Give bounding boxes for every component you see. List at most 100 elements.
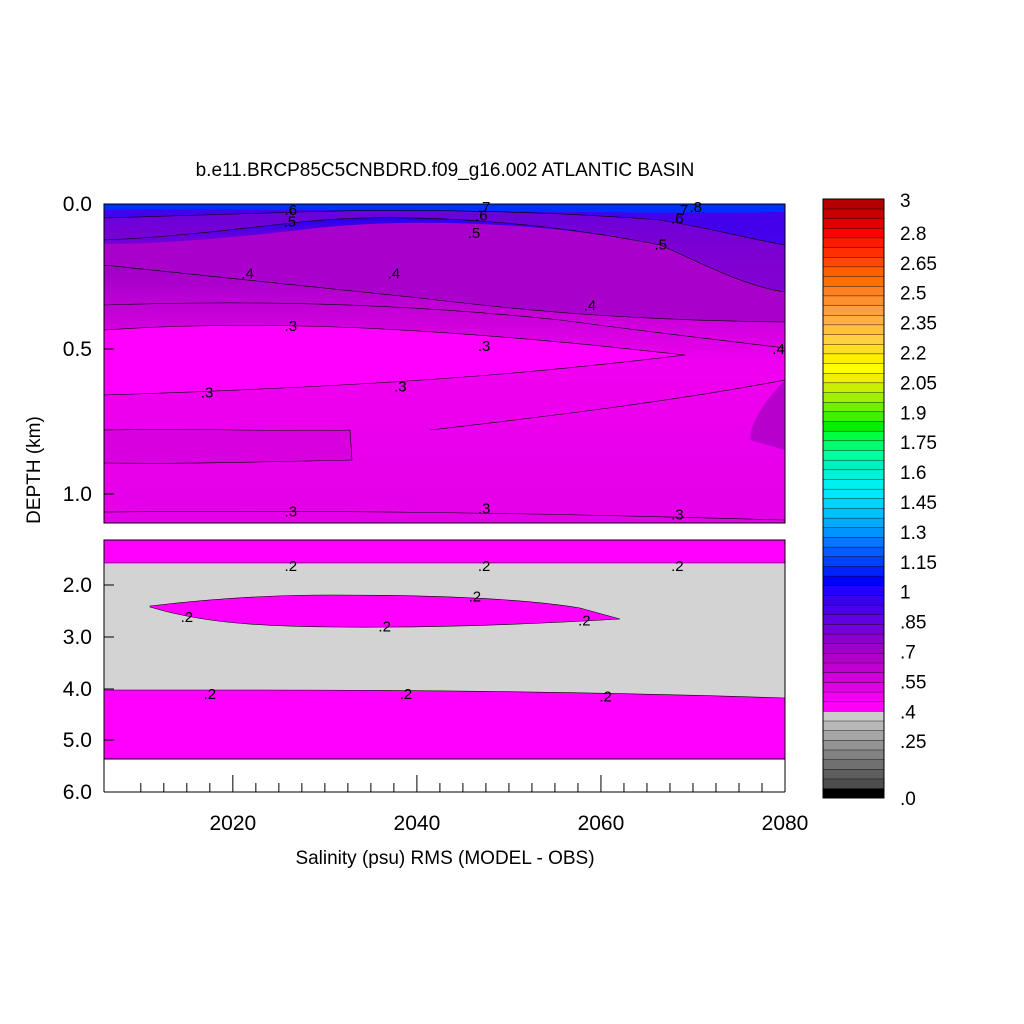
colorbar-swatch — [822, 353, 885, 364]
contour-label: .2 — [181, 609, 194, 626]
colorbar-swatch — [822, 730, 885, 741]
colorbar-label: 1.75 — [900, 433, 937, 454]
contour-label: .5 — [468, 225, 481, 242]
upper-deep-purple-region — [104, 204, 785, 292]
colorbar-swatch — [822, 575, 885, 586]
colorbar-swatch — [822, 266, 885, 277]
colorbar-swatch — [822, 691, 885, 702]
contour-label: .4 — [241, 266, 254, 283]
colorbar-swatch — [822, 305, 885, 316]
colorbar-swatch — [822, 556, 885, 567]
colorbar — [822, 198, 885, 799]
colorbar-swatch — [822, 478, 885, 490]
colorbar-swatch — [822, 768, 885, 780]
colorbar-label: 2.65 — [900, 254, 937, 275]
colorbar-swatch — [822, 392, 885, 403]
contour-labels: .6.5.7.6.5.8.7.6.5.4.4.4.4.3.3.3.3.3.3.3… — [181, 199, 785, 706]
contour-label: .3 — [201, 385, 214, 402]
colorbar-swatch — [822, 749, 885, 760]
lower-magenta-lens — [150, 595, 620, 628]
colorbar-swatch — [822, 681, 885, 693]
colorbar-swatch — [822, 430, 885, 442]
x-axis-ticks: 2020 2040 2060 2080 — [140, 775, 809, 835]
y-tick-label: 2.0 — [63, 574, 92, 597]
colorbar-swatch — [822, 440, 885, 451]
x-tick-label: 2060 — [578, 812, 625, 835]
colorbar-swatch — [822, 710, 885, 722]
colorbar-label: .55 — [900, 672, 926, 693]
upper-panel-border — [103, 203, 786, 524]
y-tick-label: 4.0 — [63, 678, 92, 701]
colorbar-label: 1.15 — [900, 553, 937, 574]
contour-label: .6 — [475, 208, 488, 225]
colorbar-swatch — [822, 459, 885, 471]
y-tick-label: 6.0 — [63, 781, 92, 804]
colorbar-swatch — [822, 565, 885, 577]
colorbar-label: 1.6 — [900, 463, 926, 484]
y-tick-label: 0.5 — [63, 338, 92, 361]
contour-label: .2 — [671, 558, 684, 575]
contour-label: .4 — [772, 341, 785, 358]
colorbar-swatch — [822, 759, 885, 770]
colorbar-swatch — [822, 536, 885, 548]
colorbar-swatch — [822, 594, 885, 606]
colorbar-swatch — [822, 604, 885, 615]
colorbar-swatch — [822, 295, 885, 306]
y-axis-ticks: 0.0 0.5 1.0 2.0 3.0 4.0 5.0 6.0 — [63, 193, 114, 804]
chart-title: b.e11.BRCP85C5CNBDRD.f09_g16.002 ATLANTI… — [196, 160, 695, 181]
contour-label: .3 — [671, 506, 684, 523]
contour-label: .3 — [394, 379, 407, 396]
y-tick-label: 3.0 — [63, 626, 92, 649]
contour-label: .5 — [655, 237, 668, 254]
colorbar-swatch — [822, 421, 885, 432]
colorbar-swatch — [822, 401, 885, 413]
colorbar-swatch — [822, 411, 885, 422]
contour-label: .2 — [478, 558, 491, 575]
lower-contour-lines — [104, 562, 785, 699]
contour-label: .7 — [676, 202, 689, 219]
colorbar-label: 2.5 — [900, 284, 926, 305]
colorbar-swatch — [822, 382, 885, 393]
colorbar-label: 2.05 — [900, 373, 937, 394]
colorbar-swatch — [822, 788, 885, 799]
colorbar-swatch — [822, 276, 885, 287]
contour-label: .3 — [285, 318, 298, 335]
colorbar-swatch — [822, 633, 885, 644]
y-tick-label: 5.0 — [63, 729, 92, 752]
colorbar-label: 3 — [900, 191, 911, 212]
colorbar-swatch — [822, 720, 885, 731]
lower-gray-region — [104, 563, 785, 698]
colorbar-swatch — [822, 498, 885, 509]
colorbar-swatch — [822, 652, 885, 664]
colorbar-swatch — [822, 672, 885, 683]
colorbar-swatch — [822, 449, 885, 461]
colorbar-swatch — [822, 208, 885, 219]
colorbar-swatch — [822, 701, 885, 712]
colorbar-label: 1.45 — [900, 493, 937, 514]
colorbar-swatch — [822, 372, 885, 384]
x-axis-label: Salinity (psu) RMS (MODEL - OBS) — [295, 848, 594, 869]
colorbar-swatch — [822, 507, 885, 519]
upper-surface-band — [104, 204, 785, 213]
colorbar-swatch — [822, 198, 885, 210]
colorbar-swatch — [822, 585, 885, 596]
x-tick-label: 2020 — [209, 812, 256, 835]
colorbar-swatch — [822, 237, 885, 248]
colorbar-swatch — [822, 739, 885, 751]
contour-label: .8 — [689, 199, 702, 216]
colorbar-swatch — [822, 256, 885, 268]
colorbar-swatch — [822, 778, 885, 789]
colorbar-label: .0 — [900, 789, 916, 810]
colorbar-swatch — [822, 343, 885, 355]
colorbar-swatch — [822, 546, 885, 557]
contour-label: .2 — [285, 558, 298, 575]
colorbar-swatch — [822, 334, 885, 345]
x-tick-label: 2080 — [762, 812, 809, 835]
upper-magenta-lens — [104, 325, 685, 395]
colorbar-swatch — [822, 623, 885, 635]
contour-label: .2 — [599, 689, 612, 706]
colorbar-swatch — [822, 517, 885, 528]
colorbar-swatch — [822, 227, 885, 239]
contour-label: .2 — [469, 588, 482, 605]
